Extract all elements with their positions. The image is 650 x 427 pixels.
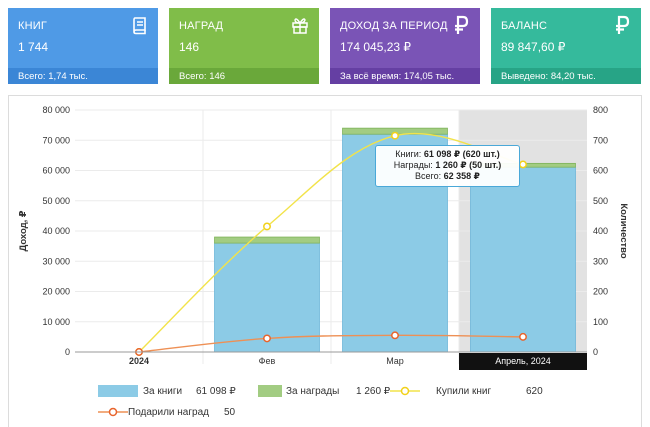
- x-label-highlight: [459, 353, 587, 370]
- legend-label: За книги: [143, 386, 183, 397]
- card-footer: Выведено: 84,20 тыс.: [491, 68, 641, 84]
- tooltip-label: Награды:: [393, 160, 433, 170]
- tooltip-label: Всего:: [415, 171, 442, 181]
- awards-card[interactable]: НАГРАД 146 Всего: 146: [169, 8, 319, 84]
- ruble-icon: [616, 15, 630, 34]
- card-value: 1 744: [18, 40, 49, 54]
- card-value: 174 045,23 ₽: [340, 40, 412, 54]
- ruble-icon: [455, 15, 469, 34]
- point-bought: [519, 160, 527, 169]
- legend-value: 50: [224, 407, 236, 418]
- x-tick-label: Мар: [386, 356, 404, 366]
- y-axis-title: Доход, ₽: [18, 210, 29, 251]
- y2-tick-label: 500: [593, 196, 608, 206]
- balance-card[interactable]: БАЛАНС 89 847,60 ₽ Выведено: 84,20 тыс.: [491, 8, 641, 84]
- y-tick-label: 60 000: [42, 166, 70, 176]
- summary-cards: КНИГ 1 744 Всего: 1,74 тыс. НАГРАД 146 В…: [8, 8, 642, 84]
- income-chart[interactable]: 0 10 000 20 000 30 000 40 000 50 000 60 000 70 …: [0, 0, 650, 378]
- card-footer: Всего: 1,74 тыс.: [8, 68, 158, 84]
- bar-awards: [214, 236, 320, 244]
- card-title: НАГРАД: [179, 20, 224, 32]
- card-head: КНИГ 1 744: [8, 8, 158, 69]
- y2-tick-label: 300: [593, 256, 608, 266]
- tooltip-value: 62 358 ₽: [443, 171, 480, 181]
- bar-books: [214, 242, 320, 353]
- point-gifted: [519, 332, 527, 341]
- tooltip-value: 1 260 ₽ (50 шт.): [435, 160, 502, 170]
- point-bought: [391, 131, 399, 140]
- legend-label: За награды: [286, 386, 340, 397]
- y-tick-label: 40 000: [42, 226, 70, 236]
- y-tick-label: 10 000: [42, 317, 70, 327]
- y-tick-label: 30 000: [42, 256, 70, 266]
- card-value: 89 847,60 ₽: [501, 40, 566, 54]
- tooltip-label: Книги:: [395, 149, 422, 159]
- bar-books: [470, 166, 576, 353]
- legend-line-marker: [98, 407, 128, 417]
- legend-label: Подарили наград: [128, 407, 209, 418]
- y2-tick-label: 800: [593, 105, 608, 115]
- chart-legend: За книги 61 098 ₽ За награды 1 260 ₽ Куп…: [0, 378, 650, 427]
- y2-tick-label: 100: [593, 317, 608, 327]
- y2-tick-label: 200: [593, 287, 608, 297]
- book-icon: [133, 17, 146, 35]
- y2-tick-label: 700: [593, 135, 608, 145]
- y2-tick-label: 600: [593, 166, 608, 176]
- legend-line-marker: [390, 386, 420, 396]
- y2-tick-label: 0: [593, 347, 598, 357]
- line-bought: [138, 132, 524, 353]
- y-tick-label: 50 000: [42, 196, 70, 206]
- tooltip-awards-row: Награды: 1 260 ₽ (50 шт.): [376, 160, 519, 171]
- y2-tick-label: 400: [593, 226, 608, 236]
- y2-axis-title: Количество: [618, 203, 629, 259]
- card-head: БАЛАНС 89 847,60 ₽: [491, 8, 641, 69]
- tooltip-total-row: Всего: 62 358 ₽: [376, 171, 519, 182]
- legend-swatch: [98, 385, 138, 397]
- y-tick-label: 0: [65, 347, 70, 357]
- gift-icon: [292, 18, 308, 34]
- card-footer: Всего: 146: [169, 68, 319, 84]
- tooltip-books-row: Книги: 61 098 ₽ (620 шт.): [376, 149, 519, 160]
- chart-tooltip: Книги: 61 098 ₽ (620 шт.) Награды: 1 260…: [375, 145, 520, 187]
- card-value: 146: [179, 40, 200, 54]
- card-head: ДОХОД ЗА ПЕРИОД 174 045,23 ₽: [330, 8, 480, 69]
- income-card[interactable]: ДОХОД ЗА ПЕРИОД 174 045,23 ₽ За всё врем…: [330, 8, 480, 84]
- legend-label: Купили книг: [436, 386, 492, 397]
- legend-value: 620: [526, 386, 543, 397]
- x-tick-label: 2024: [129, 356, 149, 366]
- point-gifted: [391, 331, 399, 340]
- y-tick-label: 20 000: [42, 287, 70, 297]
- y-tick-label: 70 000: [42, 135, 70, 145]
- legend-swatch: [258, 385, 282, 397]
- books-card[interactable]: КНИГ 1 744 Всего: 1,74 тыс.: [8, 8, 158, 84]
- card-head: НАГРАД 146: [169, 8, 319, 69]
- x-tick-label: Фев: [259, 356, 276, 366]
- card-title: ДОХОД ЗА ПЕРИОД: [340, 20, 448, 32]
- legend-value: 61 098 ₽: [196, 386, 236, 397]
- x-tick-label: Апрель, 2024: [495, 356, 551, 366]
- tooltip-value: 61 098 ₽ (620 шт.): [423, 149, 500, 159]
- card-title: БАЛАНС: [501, 20, 548, 32]
- point-bought: [263, 222, 271, 231]
- card-title: КНИГ: [18, 20, 48, 32]
- legend-value: 1 260 ₽: [356, 386, 391, 397]
- card-footer: За всё время: 174,05 тыс.: [330, 68, 480, 84]
- point-gifted: [263, 334, 271, 343]
- line-gifted: [138, 334, 524, 353]
- y-tick-label: 80 000: [42, 105, 70, 115]
